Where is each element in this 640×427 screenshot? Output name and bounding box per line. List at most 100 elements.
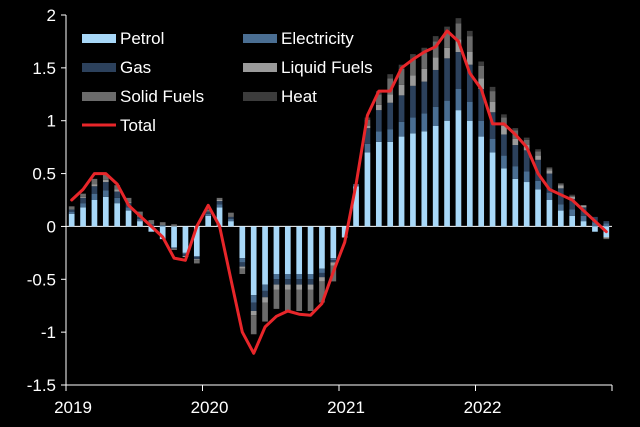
- bar-gas-2022-03: [501, 134, 507, 156]
- bar-gas-2022-05: [523, 150, 530, 172]
- x-tick-label: 2019: [54, 398, 92, 417]
- bar-solid-fuels-2019-12: [193, 260, 200, 264]
- bar-liquid-fuels-2022-10: [580, 205, 587, 208]
- bar-liquid-fuels-2020-07: [273, 284, 280, 290]
- legend-swatch: [243, 34, 277, 43]
- bar-gas-2020-07: [273, 279, 280, 285]
- bar-petrol-2019-07: [137, 221, 143, 227]
- bar-electricity-2021-12: [466, 101, 473, 121]
- bar-electricity-2020-11: [319, 268, 325, 273]
- bar-liquid-fuels-2019-12: [193, 259, 200, 261]
- bar-liquid-fuels-2019-04: [102, 179, 109, 183]
- bar-petrol-2021-11: [455, 110, 462, 227]
- bar-petrol-2022-06: [535, 189, 541, 227]
- legend-swatch: [82, 34, 116, 43]
- bar-liquid-fuels-2022-01: [478, 78, 485, 89]
- bar-liquid-fuels-2022-07: [546, 170, 553, 174]
- bar-petrol-2019-01: [68, 213, 75, 227]
- legend-label: Solid Fuels: [120, 87, 204, 106]
- bar-petrol-2022-03: [501, 168, 507, 227]
- bar-solid-fuels-2021-05: [387, 78, 394, 95]
- bar-solid-fuels-2021-12: [466, 36, 473, 52]
- bar-gas-2021-05: [387, 102, 394, 130]
- bar-liquid-fuels-2020-12: [330, 262, 337, 266]
- legend-label: Petrol: [120, 29, 164, 48]
- bar-solid-fuels-2021-07: [410, 59, 416, 76]
- bar-petrol-2019-06: [125, 210, 132, 227]
- bar-electricity-2019-12: [193, 256, 200, 258]
- bar-petrol-2019-04: [102, 196, 109, 227]
- bar-gas-2020-12: [330, 260, 337, 263]
- bar-heat-2021-09: [432, 36, 439, 42]
- bar-electricity-2022-11: [592, 222, 598, 227]
- bar-liquid-fuels-2020-06: [262, 297, 268, 303]
- legend-item-petrol: Petrol: [82, 29, 164, 48]
- bar-gas-2022-02: [489, 112, 496, 139]
- bar-gas-2021-06: [398, 95, 405, 122]
- legend-label: Electricity: [281, 29, 354, 48]
- legend-label: Heat: [281, 87, 317, 106]
- bar-liquid-fuels-2021-06: [398, 84, 405, 96]
- bar-petrol-2020-06: [262, 226, 268, 285]
- legend-swatch: [82, 63, 116, 72]
- bar-gas-2019-05: [114, 191, 121, 198]
- bar-solid-fuels-2021-10: [444, 31, 450, 48]
- total-line: [70, 29, 608, 355]
- bar-gas-2020-06: [262, 290, 268, 298]
- bar-electricity-2022-02: [489, 138, 496, 153]
- bar-solid-fuels-2020-06: [262, 302, 268, 322]
- bar-liquid-fuels-2020-04: [239, 266, 246, 269]
- bar-heat-2022-09: [569, 194, 576, 196]
- bar-petrol-2020-05: [250, 226, 257, 296]
- bar-petrol-2020-12: [330, 226, 337, 259]
- bar-liquid-fuels-2021-05: [387, 94, 394, 103]
- x-tick-label: 2022: [464, 398, 502, 417]
- legend-item-solid-fuels: Solid Fuels: [82, 87, 204, 106]
- legend-item-gas: Gas: [82, 58, 151, 77]
- bar-gas-2019-04: [102, 182, 109, 191]
- total-line-layer: [70, 29, 608, 355]
- bar-electricity-2019-02: [80, 203, 86, 208]
- bar-petrol-2021-03: [364, 152, 371, 227]
- legend-item-liquid-fuels: Liquid Fuels: [243, 58, 373, 77]
- bar-solid-fuels-2022-02: [489, 91, 496, 102]
- bar-electricity-2021-04: [375, 131, 382, 142]
- bar-petrol-2020-10: [307, 226, 314, 274]
- y-tick-label: -1.5: [27, 376, 56, 395]
- bar-electricity-2019-11: [182, 252, 189, 254]
- bar-petrol-2021-09: [432, 126, 439, 227]
- bar-electricity-2020-12: [330, 258, 337, 261]
- bar-electricity-2019-04: [102, 190, 109, 197]
- bar-petrol-2022-05: [523, 182, 530, 227]
- bar-solid-fuels-2020-01: [205, 209, 212, 212]
- bar-gas-2022-04: [512, 145, 519, 167]
- bar-petrol-2021-08: [421, 131, 428, 227]
- bar-solid-fuels-2019-10: [171, 224, 177, 227]
- bar-solid-fuels-2020-11: [319, 281, 325, 303]
- bar-solid-fuels-2020-10: [307, 289, 314, 311]
- bar-electricity-2021-05: [387, 129, 394, 142]
- bar-petrol-2019-11: [182, 226, 189, 253]
- bar-solid-fuels-2021-09: [432, 41, 439, 58]
- bar-gas-2022-01: [478, 89, 485, 121]
- bar-electricity-2022-06: [535, 180, 541, 190]
- bar-solid-fuels-2020-05: [250, 315, 257, 335]
- bar-electricity-2020-05: [250, 295, 257, 303]
- bar-petrol-2021-04: [375, 141, 382, 227]
- bar-petrol-2021-07: [410, 133, 416, 227]
- bar-petrol-2022-08: [557, 210, 564, 227]
- bar-petrol-2021-01: [341, 226, 348, 237]
- y-tick-label: 2: [47, 6, 56, 25]
- bar-petrol-2020-02: [216, 207, 223, 227]
- bar-solid-fuels-2020-07: [273, 289, 280, 309]
- bar-liquid-fuels-2022-08: [557, 185, 564, 189]
- bar-heat-2021-07: [410, 54, 416, 60]
- bar-electricity-2022-04: [512, 166, 519, 179]
- bar-petrol-2020-04: [239, 226, 246, 259]
- bar-petrol-2021-12: [466, 120, 473, 227]
- bar-liquid-fuels-2019-10: [171, 248, 177, 250]
- y-tick-label: 1.5: [32, 59, 56, 78]
- y-tick-label: 1: [47, 112, 56, 131]
- bar-electricity-2020-09: [296, 274, 303, 280]
- bar-petrol-2019-08: [148, 226, 155, 232]
